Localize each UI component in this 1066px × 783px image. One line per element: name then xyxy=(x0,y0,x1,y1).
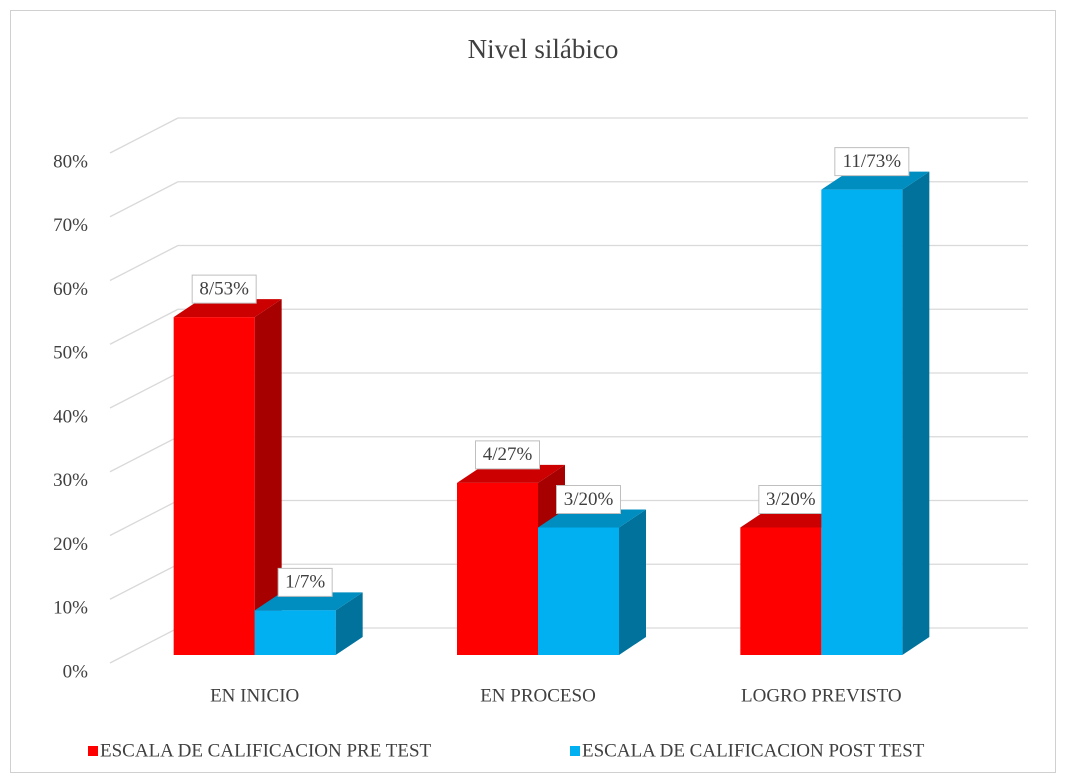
bar xyxy=(538,527,619,655)
data-label: 8/53% xyxy=(199,278,249,299)
bar-side xyxy=(902,171,930,655)
bar xyxy=(740,527,822,655)
bar xyxy=(254,610,336,655)
y-tick-label: 50% xyxy=(53,343,88,364)
bar xyxy=(821,189,903,655)
legend-swatch xyxy=(88,746,98,756)
y-tick-label: 0% xyxy=(63,661,89,682)
data-label-box xyxy=(277,567,333,597)
data-label-box xyxy=(475,440,540,470)
data-label: 1/7% xyxy=(285,572,325,593)
grid-line-depth xyxy=(109,308,179,345)
grid-line-depth xyxy=(109,499,179,537)
bar xyxy=(457,482,538,655)
data-label: 11/73% xyxy=(843,151,902,172)
y-tick-label: 20% xyxy=(53,534,88,555)
legend-label: ESCALA DE CALIFICACION PRE TEST xyxy=(100,740,432,761)
x-tick-label: LOGRO PREVISTO xyxy=(741,685,902,706)
y-tick-label: 40% xyxy=(53,406,88,427)
bar-side xyxy=(619,509,646,655)
data-label-box xyxy=(834,147,910,177)
bar xyxy=(173,317,255,655)
grid-line-depth xyxy=(109,244,179,282)
data-label-box xyxy=(556,485,621,514)
data-label: 3/20% xyxy=(766,489,816,510)
grid-line-depth xyxy=(109,372,179,409)
y-tick-label: 80% xyxy=(53,151,88,172)
grid-line-depth xyxy=(109,627,179,664)
legend-label: ESCALA DE CALIFICACION POST TEST xyxy=(582,740,925,761)
bar-side xyxy=(335,592,363,655)
x-tick-label: EN PROCESO xyxy=(480,685,596,706)
grid-line-depth xyxy=(109,436,179,473)
grid-line-depth xyxy=(109,117,179,154)
bar-side xyxy=(254,299,282,655)
data-label: 4/27% xyxy=(483,444,533,465)
grid-line-depth xyxy=(109,563,179,600)
x-tick-label: EN INICIO xyxy=(210,685,299,706)
y-tick-label: 70% xyxy=(53,215,88,236)
y-tick-label: 30% xyxy=(53,470,88,491)
y-tick-label: 60% xyxy=(53,279,88,300)
data-label-box xyxy=(191,274,257,304)
grid-line-depth xyxy=(109,181,179,218)
data-label: 3/20% xyxy=(564,489,614,510)
legend-swatch xyxy=(570,746,580,756)
chart-title: Nivel silábico xyxy=(468,34,619,64)
y-tick-label: 10% xyxy=(53,598,88,619)
